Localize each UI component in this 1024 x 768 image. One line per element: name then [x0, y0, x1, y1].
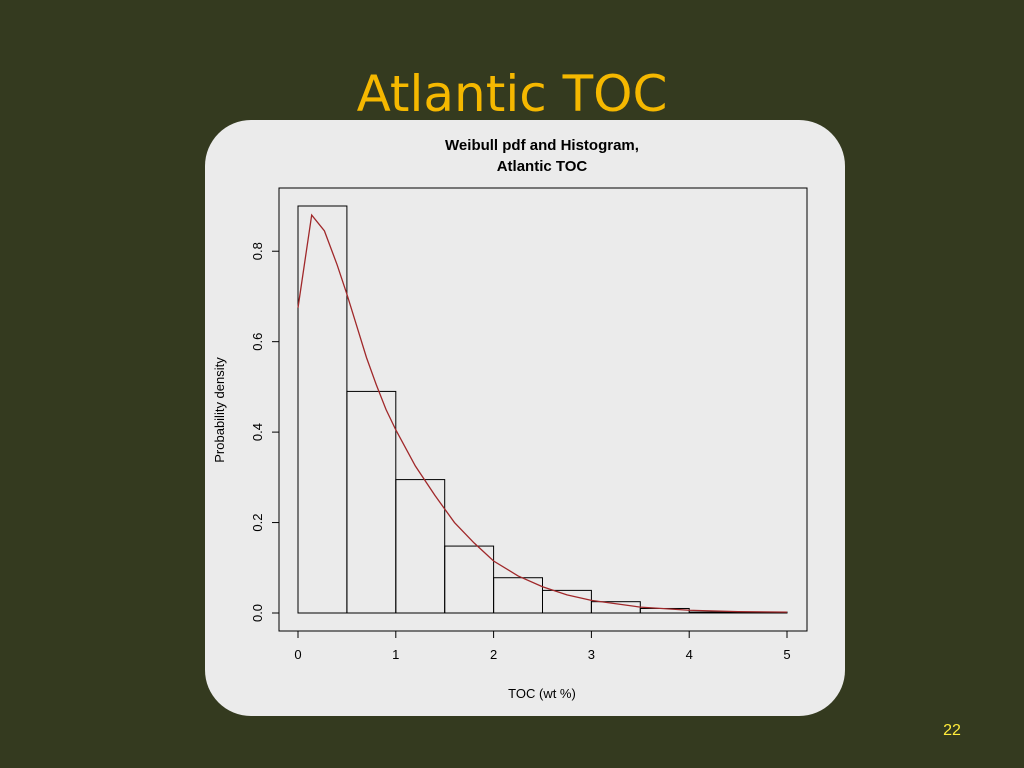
chart-title-line2: Atlantic TOC [497, 158, 588, 175]
weibull-histogram-chart: Weibull pdf and Histogram, Atlantic TOC … [212, 137, 808, 701]
chart-title-line1: Weibull pdf and Histogram, [445, 137, 639, 154]
histogram-bar [542, 589, 592, 614]
x-tick-label: 4 [686, 647, 693, 662]
x-tick-label: 2 [490, 647, 497, 662]
page-number: 22 [943, 722, 961, 739]
weibull-pdf-line [297, 213, 788, 613]
y-tick-label: 0.0 [250, 604, 265, 622]
pdf-curve-layer [297, 213, 788, 613]
slide-title: Atlantic TOC [356, 65, 668, 123]
y-tick-label: 0.8 [250, 242, 265, 260]
histogram-bar [297, 205, 348, 614]
x-axis-label: TOC (wt %) [508, 686, 576, 701]
histogram-bar [346, 390, 397, 614]
x-tick-label: 1 [392, 647, 399, 662]
histogram-bar [688, 611, 739, 614]
x-tick-label: 5 [783, 647, 790, 662]
y-tick-label: 0.6 [250, 333, 265, 351]
x-tick-label: 0 [294, 647, 301, 662]
y-tick-label: 0.2 [250, 514, 265, 532]
x-axis: 0 1 2 3 4 5 [294, 630, 791, 662]
x-tick-label: 3 [588, 647, 595, 662]
chart-panel: Weibull pdf and Histogram, Atlantic TOC … [205, 120, 845, 716]
histogram-layer [297, 205, 788, 614]
plot-box [278, 187, 808, 632]
y-tick-label: 0.4 [250, 423, 265, 441]
y-axis: 0.0 0.2 0.4 0.6 0.8 [250, 242, 280, 622]
y-axis-label: Probability density [212, 357, 227, 463]
histogram-bar [444, 545, 495, 614]
